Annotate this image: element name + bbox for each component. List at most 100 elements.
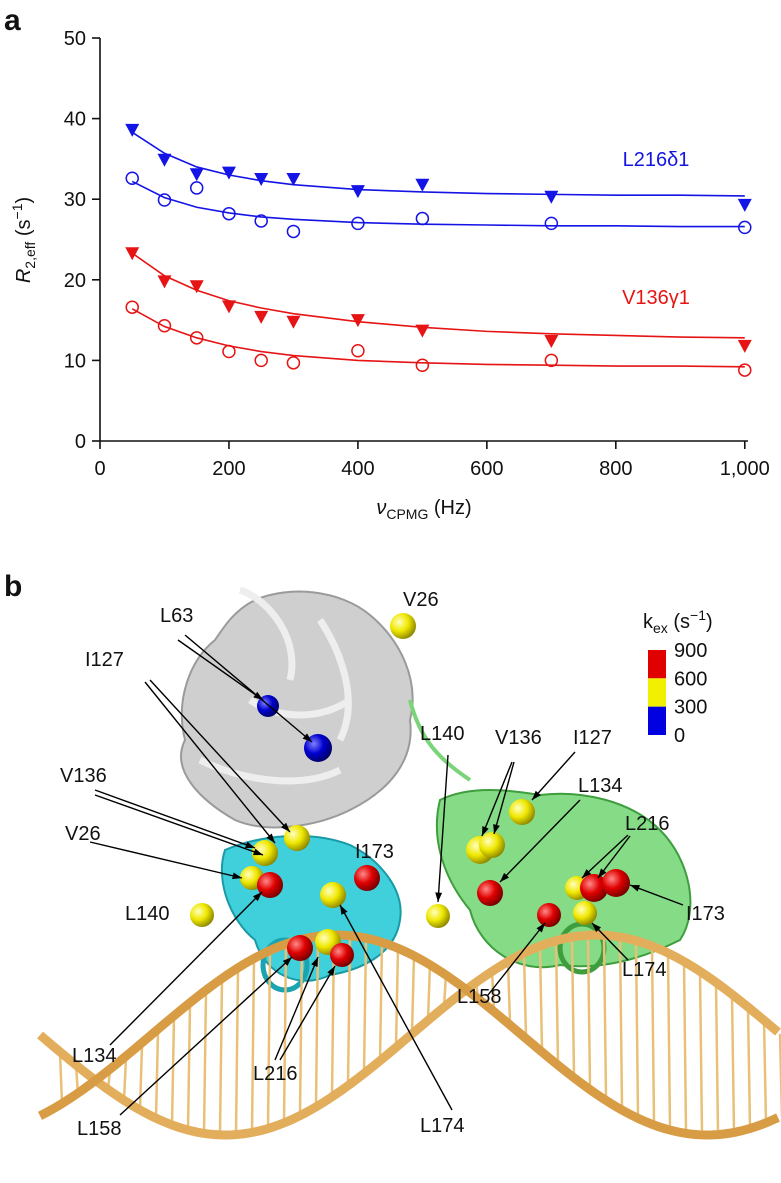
base-pair — [170, 1017, 176, 1125]
marker — [157, 153, 172, 167]
x-tick-label: 0 — [94, 458, 105, 480]
base-pair — [618, 937, 624, 1109]
marker — [157, 275, 172, 289]
marker — [189, 280, 204, 294]
arrow — [119, 956, 293, 1116]
residue-label: L174 — [622, 959, 667, 981]
residue-label: L158 — [77, 1118, 122, 1140]
x-axis-label-part: ν — [376, 497, 386, 519]
marker — [350, 314, 365, 328]
marker — [222, 206, 236, 221]
y-axis-label-part: ) — [13, 197, 35, 204]
arrow — [339, 904, 453, 1111]
base-pair — [714, 982, 720, 1135]
residue-sphere — [479, 832, 505, 858]
residue-sphere — [580, 874, 608, 902]
arrow — [89, 841, 243, 879]
base-pair — [410, 954, 416, 1034]
arrow-head — [232, 872, 242, 880]
marker — [544, 335, 559, 349]
colorbar-tick-label: 900 — [674, 640, 707, 662]
marker — [125, 123, 140, 137]
base-pair — [378, 941, 384, 1061]
arrow-head — [493, 824, 500, 834]
marker — [544, 216, 559, 231]
helix — [198, 586, 352, 785]
marker — [286, 315, 301, 329]
base-pair — [58, 1051, 64, 1105]
arrow — [531, 751, 576, 801]
annotation: L216δ1 — [623, 149, 690, 171]
arrow-head — [592, 923, 602, 933]
marker — [221, 300, 236, 314]
arrow-head — [302, 733, 312, 742]
base-pair — [538, 946, 544, 1051]
colorbar-segment — [648, 650, 666, 679]
x-tick-label: 400 — [341, 458, 374, 480]
base-pair — [218, 979, 224, 1135]
arrow-head — [532, 790, 541, 800]
y-axis-label: R2,eff (s−1) — [9, 197, 38, 283]
base-pair — [506, 961, 512, 1024]
colorbar-tick-label: 0 — [674, 725, 685, 747]
arrow — [629, 884, 684, 906]
x-axis-label-part: (Hz) — [428, 497, 471, 519]
base-pair — [282, 944, 288, 1123]
residue-label: L174 — [420, 1115, 465, 1137]
y-axis-label-part: R — [13, 269, 35, 283]
residue-sphere — [477, 880, 503, 906]
residue-label: V136 — [495, 727, 542, 749]
arrow — [144, 681, 276, 844]
residue-sphere — [602, 869, 630, 897]
panel-label: a — [4, 4, 21, 37]
x-tick-label: 200 — [212, 458, 245, 480]
marker — [254, 310, 269, 324]
arrow — [109, 891, 263, 1046]
residue-sphere — [354, 865, 380, 891]
colorbar-title-part: (s — [668, 611, 690, 633]
base-pair — [698, 971, 704, 1135]
marker — [350, 185, 365, 199]
residue-label: L134 — [72, 1045, 117, 1067]
protein-domain — [180, 590, 414, 829]
y-tick-label: 0 — [75, 431, 86, 453]
base-pair — [490, 971, 496, 1011]
residue-sphere — [426, 904, 450, 928]
residue-label: V136 — [60, 765, 107, 787]
marker — [189, 331, 204, 345]
residue-label: L63 — [160, 605, 193, 627]
base-pair — [362, 937, 368, 1074]
colorbar-tick-label: 300 — [674, 697, 707, 719]
x-tick-label: 800 — [599, 458, 632, 480]
base-pair — [426, 963, 432, 1021]
marker — [544, 353, 559, 368]
colorbar: kex (s−1) 900 600 300 0 — [643, 607, 713, 747]
arrow — [437, 754, 449, 903]
base-pair — [682, 961, 688, 1134]
base-pair — [266, 951, 272, 1129]
annotation: V136γ1 — [622, 287, 690, 309]
arrow — [481, 761, 513, 837]
arrow-head — [252, 892, 262, 902]
y-tick-label: 20 — [64, 270, 86, 292]
arrow-head — [435, 892, 443, 902]
base-pair — [634, 940, 640, 1118]
marker — [125, 247, 140, 261]
x-axis-label: νCPMG (Hz) — [376, 497, 471, 522]
marker — [415, 358, 430, 372]
residue-label: L134 — [578, 775, 623, 797]
residue-label: V26 — [65, 823, 101, 845]
y-tick-label: 50 — [64, 28, 86, 50]
base-pair — [650, 946, 656, 1125]
base-pair — [314, 936, 320, 1107]
arrow — [149, 679, 291, 833]
base-pair — [570, 937, 576, 1077]
axis — [99, 38, 748, 442]
marker — [254, 214, 268, 228]
base-pair — [602, 935, 608, 1100]
residue-sphere — [257, 872, 283, 898]
x-tick-label: 600 — [470, 458, 503, 480]
residue-sphere — [573, 901, 597, 925]
arrow-head — [245, 841, 255, 849]
